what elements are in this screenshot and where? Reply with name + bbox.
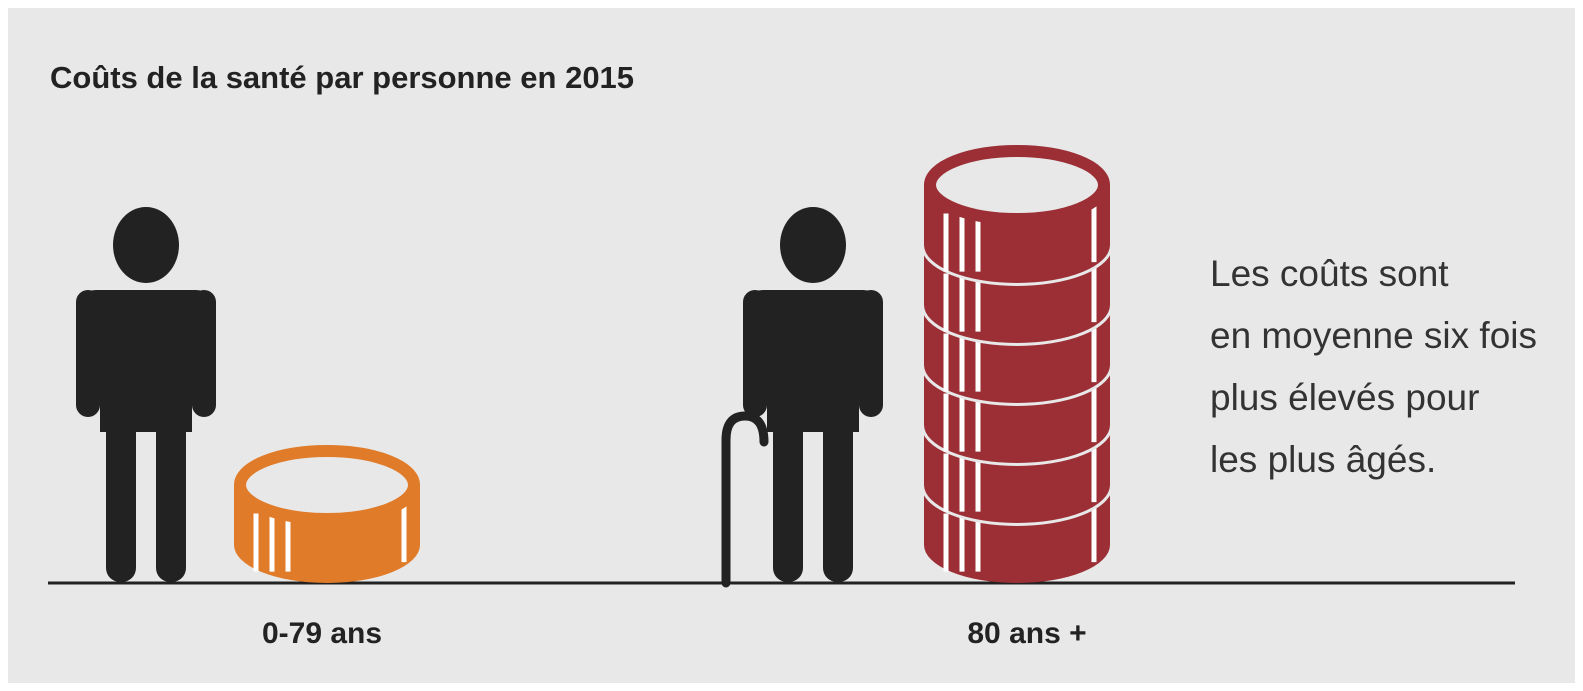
annotation-line: en moyenne six fois xyxy=(1210,315,1537,356)
coin-stack xyxy=(234,451,420,583)
chart: Coûts de la santé par personne en 2015 0… xyxy=(0,0,1583,691)
coin-stack xyxy=(924,151,1110,583)
category-label: 80 ans + xyxy=(967,617,1086,650)
annotation-line: plus élevés pour xyxy=(1210,377,1479,418)
category-label: 0-79 ans xyxy=(262,617,382,650)
page: Coûts de la santé par personne en 2015 0… xyxy=(0,0,1583,691)
coin-top xyxy=(240,451,414,519)
chart-title: Coûts de la santé par personne en 2015 xyxy=(50,60,634,95)
annotation-line: les plus âgés. xyxy=(1210,439,1436,480)
annotation-line: Les coûts sont xyxy=(1210,253,1449,294)
coin-top xyxy=(930,151,1104,219)
